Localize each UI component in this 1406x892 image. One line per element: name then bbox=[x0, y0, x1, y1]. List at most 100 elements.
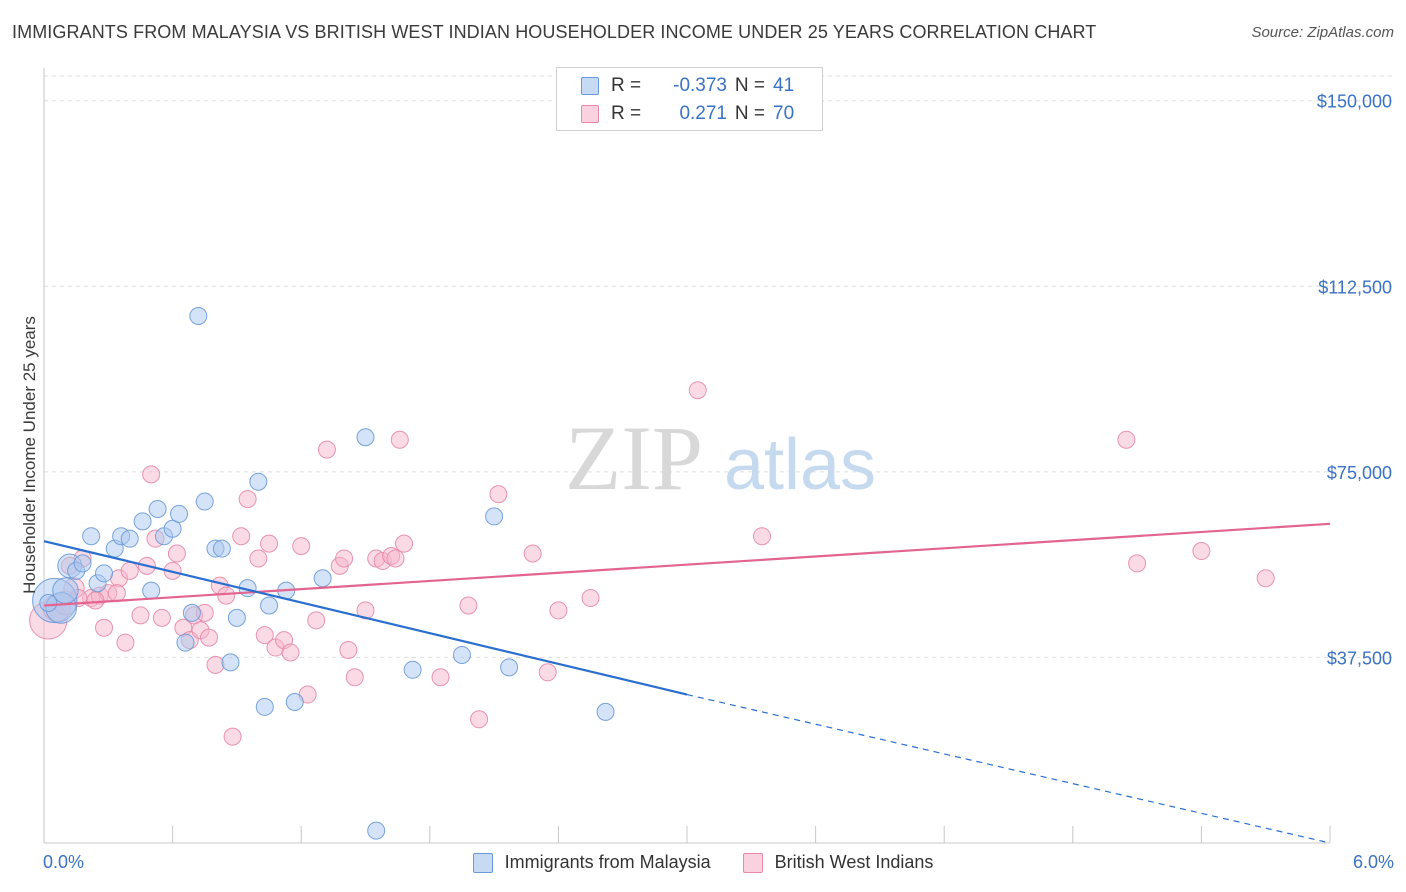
bwi-point bbox=[217, 586, 236, 605]
malaysia-point bbox=[73, 554, 92, 573]
legend-r-label: R = bbox=[611, 75, 642, 96]
bwi-point bbox=[523, 544, 542, 563]
bwi-point bbox=[223, 727, 242, 746]
legend-r-value: 0.271 bbox=[679, 103, 727, 124]
malaysia-point bbox=[260, 596, 279, 615]
legend-n-label: N = bbox=[734, 75, 765, 96]
malaysia-point bbox=[148, 499, 167, 518]
bwi-point bbox=[249, 549, 268, 568]
legend-n-value: 41 bbox=[773, 75, 795, 96]
malaysia-point bbox=[356, 428, 375, 447]
x-tick-label-min: 0.0% bbox=[43, 852, 85, 872]
malaysia-point bbox=[212, 539, 231, 558]
watermark: ZIP atlas bbox=[565, 407, 876, 509]
bwi-point bbox=[345, 668, 364, 687]
bwi-point bbox=[167, 544, 186, 563]
bottom-legend-label: Immigrants from Malaysia bbox=[504, 852, 711, 872]
legend-swatch-pink bbox=[581, 105, 599, 123]
malaysia-point bbox=[95, 564, 114, 583]
bwi-point bbox=[1117, 430, 1136, 449]
bwi-point bbox=[232, 527, 251, 546]
bwi-point bbox=[395, 534, 414, 553]
legend-n-value: 70 bbox=[773, 103, 795, 124]
watermark-atlas: atlas bbox=[724, 425, 876, 505]
malaysia-point bbox=[221, 653, 240, 672]
bwi-point bbox=[152, 608, 171, 627]
gridlines bbox=[44, 75, 1392, 658]
malaysia-point bbox=[452, 645, 471, 664]
malaysia-point bbox=[500, 658, 519, 677]
malaysia-point bbox=[120, 529, 139, 548]
bwi-point bbox=[688, 381, 707, 400]
bwi-point bbox=[317, 440, 336, 459]
bwi-point bbox=[431, 668, 450, 687]
malaysia-trendline bbox=[43, 540, 688, 696]
bwi-point bbox=[549, 601, 568, 620]
bwi-point bbox=[281, 643, 300, 662]
legend-row-malaysia: R = -0.373 N = 41 bbox=[557, 73, 794, 99]
bwi-point bbox=[238, 490, 257, 509]
chart-title: IMMIGRANTS FROM MALAYSIA VS BRITISH WEST… bbox=[12, 22, 1097, 42]
malaysia-point bbox=[182, 603, 201, 622]
bottom-legend-swatch-blue bbox=[472, 852, 493, 873]
bwi-point bbox=[120, 561, 139, 580]
y-tick-label: $112,500 bbox=[1318, 277, 1392, 297]
bwi-point bbox=[95, 618, 114, 637]
legend: R = -0.373 N = 41 R = 0.271 N = 70 bbox=[556, 67, 823, 131]
bwi-point bbox=[1192, 542, 1211, 561]
malaysia-point bbox=[133, 512, 152, 531]
trendlines bbox=[43, 522, 1331, 844]
y-tick-labels: $37,500 $75,000 $112,500 $150,000 bbox=[1317, 92, 1392, 669]
malaysia-point bbox=[189, 306, 208, 325]
malaysia-point bbox=[195, 492, 214, 511]
bwi-point bbox=[260, 534, 279, 553]
bwi-point bbox=[335, 549, 354, 568]
bwi-point bbox=[307, 611, 326, 630]
legend-swatch-blue bbox=[581, 77, 599, 95]
bwi-point bbox=[753, 527, 772, 546]
bwi-point bbox=[581, 589, 600, 608]
malaysia-point bbox=[176, 633, 195, 652]
legend-row-bwi: R = 0.271 N = 70 bbox=[557, 101, 794, 127]
y-axis-title: Householder Income Under 25 years bbox=[20, 316, 39, 594]
bwi-point bbox=[489, 485, 508, 504]
watermark-zip: ZIP bbox=[565, 407, 703, 509]
y-tick-label: $37,500 bbox=[1327, 648, 1392, 668]
legend-r-label: R = bbox=[611, 103, 642, 124]
bwi-point bbox=[459, 596, 478, 615]
bwi-point bbox=[1128, 554, 1147, 573]
malaysia-point bbox=[249, 472, 268, 491]
legend-r-value: -0.373 bbox=[673, 75, 727, 96]
malaysia-point bbox=[82, 527, 101, 546]
bwi-point bbox=[386, 549, 405, 568]
bwi-point bbox=[206, 655, 225, 674]
malaysia-point bbox=[403, 660, 422, 679]
source-label: Source: ZipAtlas.com bbox=[1251, 24, 1394, 41]
malaysia-point bbox=[255, 697, 274, 716]
bwi-point bbox=[86, 591, 105, 610]
bottom-legend-bwi: British West Indians bbox=[742, 852, 933, 873]
bwi-point bbox=[116, 633, 135, 652]
bwi-point bbox=[131, 606, 150, 625]
legend-n-label: N = bbox=[734, 103, 765, 124]
x-tick-label-max: 6.0% bbox=[1352, 852, 1394, 872]
bwi-point bbox=[142, 465, 161, 484]
bwi-point bbox=[255, 626, 274, 645]
y-tick-label: $75,000 bbox=[1327, 463, 1392, 483]
bottom-legend: Immigrants from Malaysia British West In… bbox=[0, 852, 1406, 873]
bwi-point bbox=[538, 663, 557, 682]
malaysia-point bbox=[170, 504, 189, 523]
bwi-point bbox=[470, 710, 489, 729]
y-tick-label: $150,000 bbox=[1317, 92, 1392, 112]
malaysia-trendline-extension bbox=[686, 693, 1331, 844]
malaysia-point bbox=[313, 569, 332, 588]
malaysia-point bbox=[142, 581, 161, 600]
malaysia-point bbox=[163, 519, 182, 538]
malaysia-point bbox=[227, 608, 246, 627]
bwi-point bbox=[107, 584, 126, 603]
axes bbox=[43, 68, 1331, 844]
malaysia-point bbox=[367, 821, 386, 840]
malaysia-point bbox=[285, 692, 304, 711]
bottom-legend-swatch-pink bbox=[742, 852, 763, 873]
